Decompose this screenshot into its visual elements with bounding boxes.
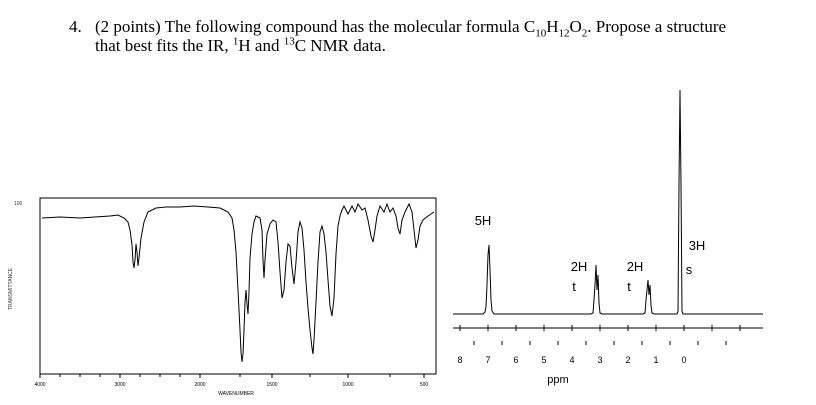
- question-number: 4.: [69, 17, 82, 36]
- nmr-x-tick-6: 6: [513, 355, 518, 365]
- nmr-x-tick-8: 8: [457, 355, 462, 365]
- formula-sub-h: 12: [558, 27, 570, 40]
- formula-h: H: [546, 17, 559, 36]
- ir-x-tick-1000: 1000: [342, 382, 353, 388]
- ir-plot-frame: [39, 197, 437, 375]
- line2-text: that best fits the IR,: [95, 36, 233, 55]
- nmr-x-tick-3: 3: [597, 355, 602, 365]
- nmr-minor-ticks: [459, 325, 741, 345]
- ir-x-tick-1500: 1500: [266, 382, 277, 388]
- nmr-peak-label-2H-a: 2H: [571, 259, 588, 274]
- ir-spectrum-trace: [41, 202, 435, 363]
- nmr-spectrum-trace: [453, 89, 763, 315]
- nmr-x-tick-7: 7: [485, 355, 490, 365]
- formula-o: O: [569, 17, 582, 36]
- line1-end: . Propose a structure: [587, 17, 727, 36]
- nmr-peak-label-5H: 5H: [475, 213, 492, 228]
- question-line-1: (2 points) The following compound has th…: [95, 17, 727, 40]
- ir-y-top-label: 100: [14, 201, 23, 207]
- line1-text: (2 points) The following compound has th…: [95, 17, 536, 36]
- ir-spectrum: 100 TRANSMITTANCE 4000 3000 2000 1500 10…: [0, 190, 440, 400]
- nmr-x-tick-4: 4: [569, 355, 574, 365]
- ir-x-ticks: [39, 374, 425, 378]
- sup-1: 1: [232, 35, 239, 48]
- nmr-peak-mult-t-b: t: [627, 279, 631, 294]
- ir-x-tick-2000: 2000: [194, 382, 205, 388]
- nmr-x-tick-1: 1: [653, 355, 658, 365]
- ir-y-axis-label: TRANSMITTANCE: [8, 267, 14, 310]
- ir-x-tick-4000: 4000: [34, 382, 45, 388]
- nmr-x-tick-5: 5: [541, 355, 546, 365]
- nmr-peak-mult-s: s: [686, 262, 693, 277]
- ir-x-axis-label: WAVENUMBER: [218, 391, 254, 397]
- ir-x-tick-3000: 3000: [114, 382, 125, 388]
- sup-13: 13: [283, 35, 295, 48]
- nmr-peak-label-3H: 3H: [689, 238, 706, 253]
- line2-h-and: H and: [238, 36, 284, 55]
- formula-sub-o: 2: [581, 27, 588, 40]
- nmr-x-tick-2: 2: [625, 355, 630, 365]
- nmr-peak-label-2H-b: 2H: [627, 259, 644, 274]
- question-line-2: that best fits the IR, 1H and 13C NMR da…: [95, 36, 386, 55]
- ir-x-tick-500: 500: [420, 382, 429, 388]
- nmr-peak-mult-t-a: t: [572, 279, 576, 294]
- line2-end: C NMR data.: [294, 36, 386, 55]
- nmr-x-tick-0: 0: [681, 355, 686, 365]
- formula-sub-c: 10: [535, 27, 547, 40]
- nmr-spectrum: 8 7 6 5 4 3 2 1 0 ppm 5H 2H t 2H t 3H s: [445, 85, 795, 395]
- nmr-x-axis-label: ppm: [547, 374, 568, 386]
